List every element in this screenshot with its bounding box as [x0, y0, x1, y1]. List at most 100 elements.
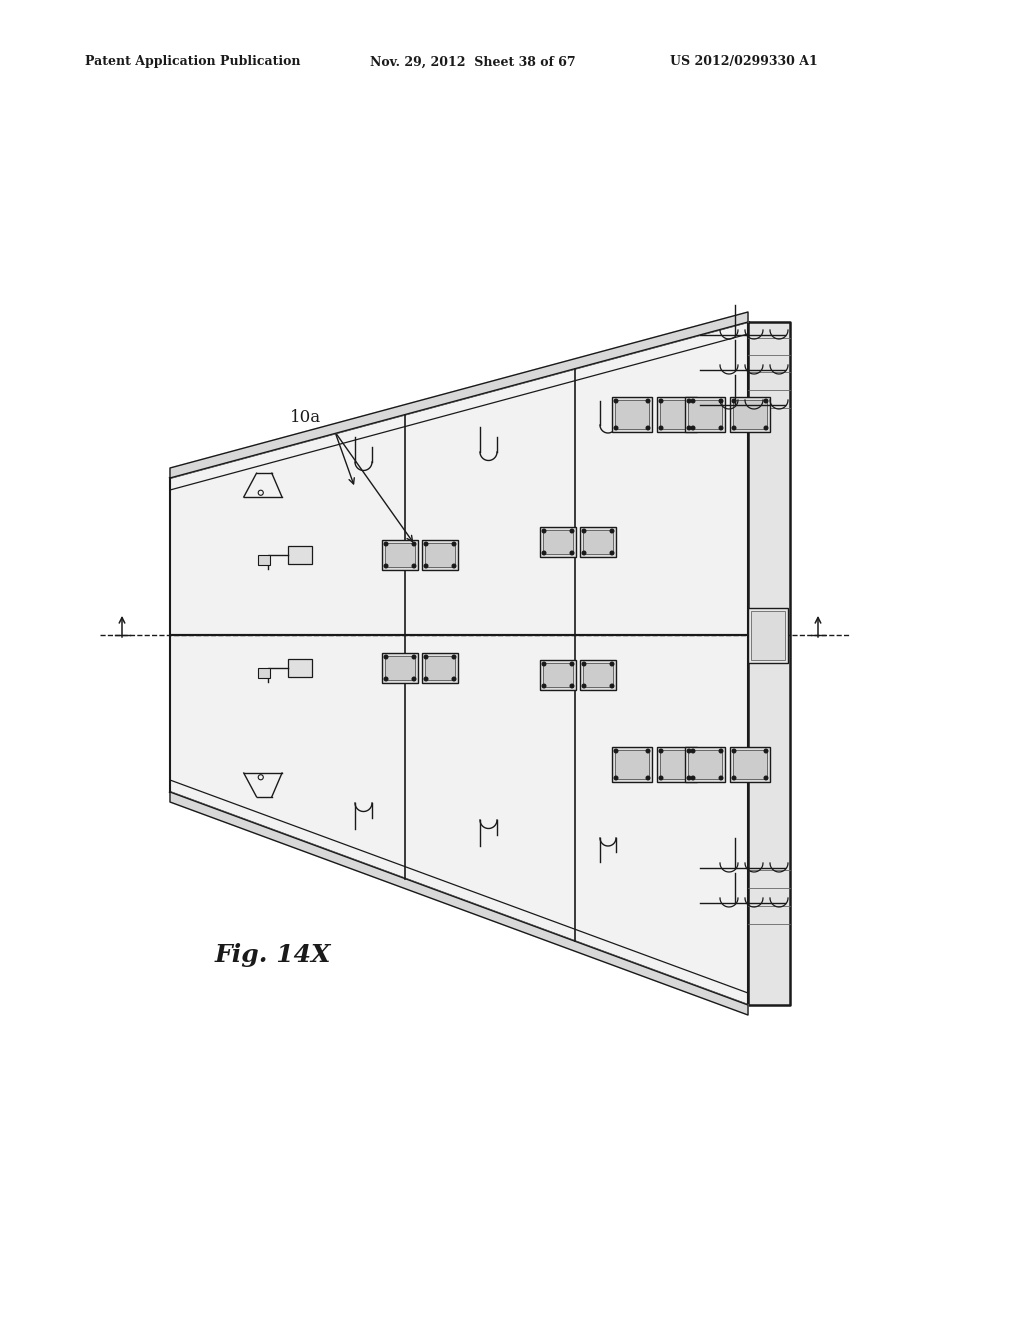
- Bar: [730, 747, 770, 781]
- Circle shape: [646, 750, 650, 752]
- Bar: [288, 659, 312, 677]
- Bar: [583, 531, 613, 554]
- Circle shape: [732, 750, 736, 752]
- Bar: [688, 750, 722, 779]
- Bar: [425, 543, 455, 568]
- Bar: [288, 546, 312, 564]
- Circle shape: [691, 426, 695, 430]
- Circle shape: [614, 426, 617, 430]
- Circle shape: [732, 399, 736, 403]
- Circle shape: [583, 663, 586, 665]
- Bar: [425, 656, 455, 680]
- Circle shape: [453, 543, 456, 545]
- Bar: [543, 663, 573, 686]
- Circle shape: [691, 776, 695, 780]
- Circle shape: [687, 776, 691, 780]
- Circle shape: [413, 677, 416, 681]
- Bar: [660, 400, 694, 429]
- Circle shape: [764, 399, 768, 403]
- Circle shape: [764, 426, 768, 430]
- Bar: [751, 611, 785, 660]
- Bar: [748, 609, 788, 663]
- Circle shape: [659, 399, 663, 403]
- Bar: [615, 750, 649, 779]
- Bar: [612, 747, 652, 781]
- Bar: [730, 397, 770, 432]
- Circle shape: [384, 655, 388, 659]
- Circle shape: [610, 552, 613, 554]
- Circle shape: [659, 750, 663, 752]
- Bar: [258, 554, 270, 565]
- Circle shape: [719, 399, 723, 403]
- Circle shape: [719, 750, 723, 752]
- Circle shape: [610, 684, 613, 688]
- Circle shape: [384, 543, 388, 545]
- Circle shape: [453, 564, 456, 568]
- Circle shape: [764, 776, 768, 780]
- Bar: [580, 660, 616, 690]
- Circle shape: [413, 655, 416, 659]
- Circle shape: [646, 776, 650, 780]
- Bar: [422, 540, 458, 570]
- Polygon shape: [170, 312, 748, 478]
- Bar: [660, 750, 694, 779]
- Circle shape: [764, 750, 768, 752]
- Bar: [540, 527, 575, 557]
- Polygon shape: [748, 322, 790, 1005]
- Bar: [543, 531, 573, 554]
- Circle shape: [413, 564, 416, 568]
- Polygon shape: [170, 322, 748, 635]
- Circle shape: [384, 564, 388, 568]
- Circle shape: [570, 552, 573, 554]
- Circle shape: [659, 776, 663, 780]
- Bar: [612, 397, 652, 432]
- Circle shape: [687, 426, 691, 430]
- Bar: [382, 540, 418, 570]
- Bar: [580, 527, 616, 557]
- Circle shape: [687, 399, 691, 403]
- Circle shape: [719, 426, 723, 430]
- Circle shape: [614, 750, 617, 752]
- Circle shape: [583, 552, 586, 554]
- Circle shape: [424, 543, 428, 545]
- Bar: [258, 668, 270, 678]
- Bar: [382, 653, 418, 682]
- Circle shape: [646, 399, 650, 403]
- Bar: [657, 747, 697, 781]
- Bar: [657, 397, 697, 432]
- Text: US 2012/0299330 A1: US 2012/0299330 A1: [670, 55, 818, 69]
- Circle shape: [614, 776, 617, 780]
- Circle shape: [570, 529, 573, 533]
- Circle shape: [542, 529, 546, 533]
- Circle shape: [453, 655, 456, 659]
- Circle shape: [610, 663, 613, 665]
- Circle shape: [646, 426, 650, 430]
- Bar: [583, 663, 613, 686]
- Circle shape: [732, 776, 736, 780]
- Text: 10a: 10a: [290, 409, 322, 426]
- Bar: [422, 653, 458, 682]
- Circle shape: [424, 655, 428, 659]
- Bar: [385, 656, 415, 680]
- Circle shape: [691, 399, 695, 403]
- Circle shape: [687, 750, 691, 752]
- Bar: [733, 750, 767, 779]
- Bar: [685, 747, 725, 781]
- Circle shape: [719, 776, 723, 780]
- Circle shape: [570, 663, 573, 665]
- Circle shape: [610, 529, 613, 533]
- Circle shape: [659, 426, 663, 430]
- Circle shape: [542, 552, 546, 554]
- Bar: [685, 397, 725, 432]
- Text: Nov. 29, 2012  Sheet 38 of 67: Nov. 29, 2012 Sheet 38 of 67: [370, 55, 575, 69]
- Circle shape: [542, 663, 546, 665]
- Polygon shape: [170, 635, 748, 1005]
- Circle shape: [583, 684, 586, 688]
- Bar: [688, 400, 722, 429]
- Text: Patent Application Publication: Patent Application Publication: [85, 55, 300, 69]
- Circle shape: [453, 677, 456, 681]
- Circle shape: [413, 543, 416, 545]
- Bar: [615, 400, 649, 429]
- Bar: [540, 660, 575, 690]
- Circle shape: [542, 684, 546, 688]
